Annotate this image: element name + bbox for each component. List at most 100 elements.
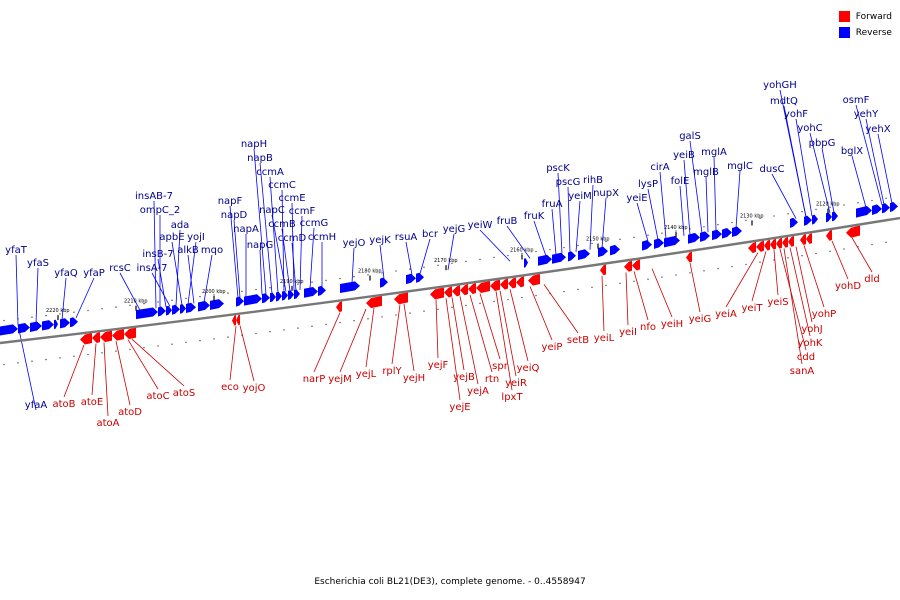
track-dot [451, 262, 453, 265]
leader-line [529, 286, 553, 341]
leader-line [851, 237, 873, 273]
gene-label: yeiP [542, 342, 563, 353]
reverse-gene-arrow [380, 277, 388, 288]
reverse-gene-arrow [872, 204, 882, 216]
reverse-gene-arrow [856, 206, 872, 218]
forward-gene-arrow [632, 259, 640, 271]
track-dot [3, 363, 5, 366]
track-dot [213, 338, 215, 340]
kbp-tick-label: 2130 kbp [740, 213, 764, 219]
reverse-gene-arrow [832, 211, 838, 222]
leader-line [625, 272, 629, 326]
gene-label: spr [492, 361, 509, 372]
track-dot [675, 230, 677, 232]
track-dot [577, 288, 579, 291]
legend-label-reverse: Reverse [855, 27, 892, 38]
leader-line [601, 275, 605, 332]
track-dot [661, 276, 663, 278]
gene-label: rihB [583, 175, 603, 186]
gene-label: ompC_2 [140, 205, 181, 216]
gene-label: insAB-7 [135, 191, 173, 202]
leader-line [187, 241, 197, 305]
track-dot [129, 348, 131, 351]
track-dot [297, 283, 299, 285]
forward-gene-arrow [800, 234, 806, 245]
track-dot [269, 331, 271, 333]
track-dot [45, 314, 47, 317]
legend-item-reverse: Reverse [838, 25, 892, 40]
reverse-gene-arrow [524, 258, 528, 268]
track-dot [647, 278, 649, 280]
gene-label: yfaQ [54, 268, 78, 279]
forward-swatch [838, 11, 850, 22]
leader-line [365, 307, 375, 368]
gene-label: yeiS [767, 297, 788, 308]
gene-label: yohK [798, 338, 823, 349]
leader-line [551, 208, 557, 255]
track-dot [633, 236, 635, 239]
leader-line [803, 245, 825, 308]
leader-line [751, 251, 767, 302]
gene-label: rcsC [109, 263, 131, 274]
kbp-tick-label: 2220 kbp [46, 308, 70, 314]
gene-label: napH [241, 139, 267, 150]
caption: Escherichia coli BL21(DE3), complete gen… [314, 577, 586, 587]
leader-line [479, 229, 511, 262]
leader-line [557, 172, 563, 254]
track-dot [549, 248, 551, 251]
leader-line [239, 325, 255, 382]
track-dot [59, 357, 61, 359]
track-dot [115, 350, 117, 352]
track-dot [731, 265, 733, 268]
label-leader-lines [15, 89, 893, 417]
forward-gene-arrow [468, 283, 476, 295]
leader-line [259, 162, 273, 294]
gene-label: nfo [640, 322, 656, 333]
leader-line [151, 272, 171, 307]
gene-label: setB [567, 335, 589, 346]
gene-label: yohF [784, 109, 808, 120]
leader-line [459, 296, 479, 385]
track-dot [731, 221, 733, 224]
gene-label: fruB [497, 216, 518, 227]
leader-line [447, 233, 455, 270]
track-dot [871, 199, 873, 202]
track-dot [605, 240, 607, 243]
track-dot [577, 244, 579, 247]
reverse-gene-arrow [304, 286, 318, 298]
reverse-gene-arrow [210, 299, 224, 310]
gene-label: yejO [343, 238, 366, 249]
forward-gene-arrow [124, 327, 136, 340]
track-dot [843, 248, 845, 250]
track-dot [717, 267, 719, 270]
track-dot [199, 295, 201, 298]
leader-line [479, 293, 501, 360]
track-dot [465, 260, 467, 263]
kbp-tick-label: 2200 kbp [202, 289, 226, 295]
gene-label: yejL [356, 369, 377, 380]
gene-label: narP [303, 374, 326, 385]
gene-label: pbpG [809, 138, 836, 149]
leader-line [735, 170, 741, 228]
track-dot [647, 234, 649, 236]
gene-label: atoD [118, 407, 142, 418]
leader-line [705, 176, 709, 233]
kbp-tick-label: 2120 kbp [816, 202, 840, 208]
leader-line [91, 343, 97, 396]
track-dot [591, 286, 593, 289]
forward-gene-arrow [846, 225, 860, 238]
reverse-gene-arrow [54, 319, 58, 330]
kbp-tick-label: 2140 kbp [664, 225, 688, 231]
reverse-gene-arrow [538, 254, 552, 266]
reverse-gene-arrow [406, 273, 416, 285]
gene-label: yeiQ [517, 363, 540, 374]
leader-line [313, 312, 341, 373]
leader-line [435, 299, 439, 359]
reverse-gene-arrow [158, 306, 166, 317]
gene-label: insB-7 [142, 249, 173, 260]
gene-label: ccmG [300, 218, 329, 229]
forward-gene-arrow [460, 284, 468, 296]
reverse-gene-arrow [664, 235, 680, 248]
track-dot [31, 360, 33, 362]
leader-line [651, 268, 673, 318]
